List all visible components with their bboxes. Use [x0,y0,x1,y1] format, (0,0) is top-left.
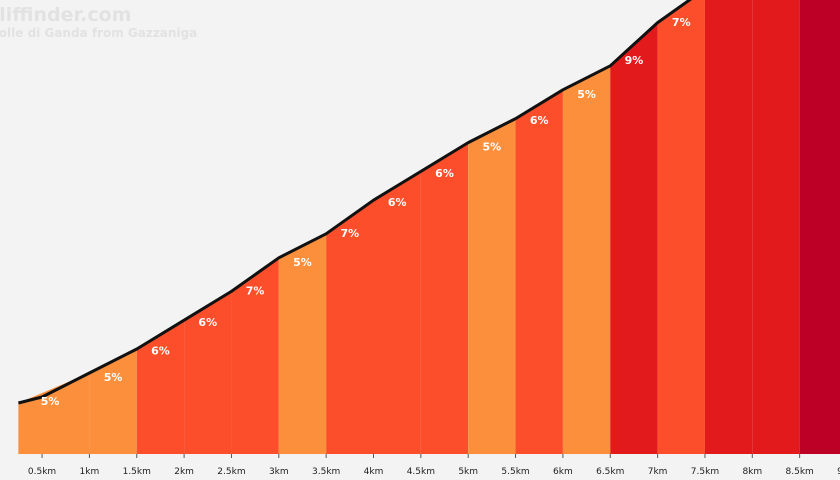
gradient-label: 7% [246,285,265,298]
x-axis: 0.5km 1km 1.5km 2km 2.5km 3km 3.5km 4km 4.5km 5km… [28,454,840,477]
gradient-label: 5% [293,256,312,269]
gradient-segment [89,349,137,454]
gradient-segment [562,65,611,455]
gradient-segment [468,118,516,454]
gradient-segment [184,291,232,454]
gradient-segment [657,0,705,454]
gradient-label: 6% [388,196,407,209]
profile-outline [18,0,693,405]
x-tick-label: 3.5km [312,467,340,477]
route-subtitle: Colle di Ganda from Gazzaniga [0,26,198,40]
brand-watermark: cliffinder.com [0,4,132,26]
gradient-segment [515,89,563,455]
gradient-label: 7% [672,16,691,29]
x-tick-label: 7km [648,467,668,477]
gradient-label: 6% [435,167,454,180]
x-tick-label: 8.5km [786,467,814,477]
gradient-label: 5% [104,371,123,384]
gradient-segment [136,320,185,454]
gradient-labels: 5%5%6%6%7%5%7%6%6%5%6%5%9%7%9%9%11%7% [41,16,691,408]
gradient-label: 5% [41,395,60,408]
gradient-label: 5% [577,88,596,101]
x-tick-label: 8km [742,467,762,477]
gradient-segment [18,373,90,454]
gradient-label: 9% [625,54,644,67]
gradient-segment [420,142,469,454]
gradient-segment [752,0,800,454]
x-tick-label: 5.5km [501,467,529,477]
x-tick-label: 6km [553,467,573,477]
gradient-segment [799,0,840,454]
gradient-label: 5% [483,141,502,154]
x-tick-label: 2km [174,467,194,477]
gradient-label: 6% [198,316,217,329]
gradient-segment [610,22,658,454]
x-tick-label: 7.5km [691,467,719,477]
x-tick-label: 4.5km [407,467,435,477]
x-tick-label: 0.5km [28,467,56,477]
gradient-segments [18,0,840,455]
x-tick-label: 6.5km [596,467,624,477]
x-tick-label: 2.5km [217,467,245,477]
x-tick-label: 5km [458,467,478,477]
gradient-segment [373,171,421,454]
x-tick-label: 3km [269,467,289,477]
gradient-label: 7% [340,227,359,240]
gradient-segment [704,0,753,454]
x-tick-label: 9km [837,467,840,477]
gradient-segment [278,233,327,454]
gradient-segment [231,257,279,454]
gradient-label: 6% [530,114,549,127]
x-tick-label: 1.5km [123,467,151,477]
x-tick-label: 4km [364,467,384,477]
gradient-label: 6% [151,345,170,358]
x-tick-label: 1km [80,467,100,477]
gradient-segment [326,200,374,454]
